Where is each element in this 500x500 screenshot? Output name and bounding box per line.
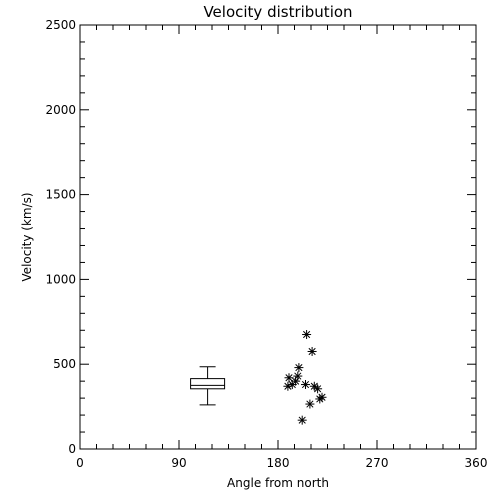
y-tick-label: 1000: [45, 272, 76, 286]
boxplot: [190, 366, 226, 406]
y-tick-label: 2000: [45, 103, 76, 117]
y-tick-label: 2500: [45, 18, 76, 32]
data-point: [305, 399, 315, 409]
scatter-points: [283, 330, 327, 425]
y-tick-label: 1500: [45, 188, 76, 202]
data-point: [284, 373, 294, 383]
data-point: [294, 363, 304, 373]
data-point: [297, 415, 307, 425]
data-point: [302, 330, 312, 340]
x-tick-label: 180: [267, 456, 290, 470]
y-axis: 0 500 1000 1500 2000 2500: [45, 18, 476, 456]
data-point: [317, 392, 327, 402]
y-axis-title: Velocity (km/s): [20, 192, 34, 281]
data-point: [301, 380, 310, 390]
y-tick-label: 500: [53, 357, 76, 371]
y-tick-label: 0: [68, 442, 76, 456]
plot-frame: [79, 24, 477, 450]
x-axis: 0 90 180 270 360: [76, 25, 487, 470]
x-tick-label: 360: [465, 456, 488, 470]
data-point: [313, 384, 323, 394]
x-tick-label: 0: [76, 456, 84, 470]
boxplot-box: [190, 378, 226, 390]
data-point: [307, 346, 317, 356]
data-point: [293, 371, 303, 381]
chart-title: Velocity distribution: [203, 3, 352, 21]
x-tick-label: 270: [366, 456, 389, 470]
x-axis-title: Angle from north: [227, 476, 329, 490]
x-tick-label: 90: [171, 456, 186, 470]
